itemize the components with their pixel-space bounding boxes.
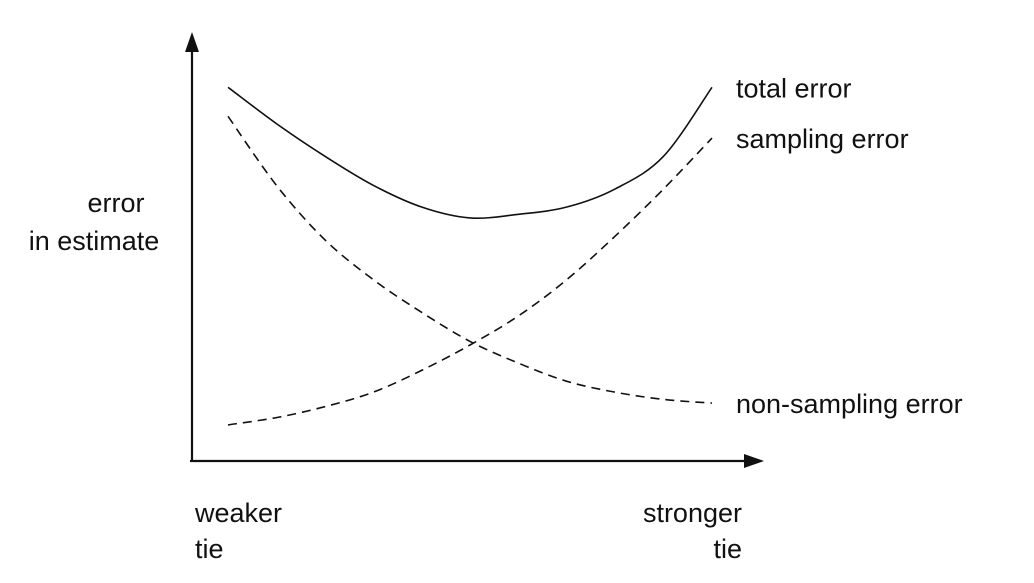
y-axis-arrow-icon [185, 32, 199, 52]
series-label-total-error: total error [736, 73, 852, 103]
y-axis-label-line-2: in estimate [29, 226, 160, 256]
series-label-sampling-error: sampling error [736, 124, 909, 154]
series-line-total-error [227, 86, 713, 219]
series-labels: total error sampling error non-sampling er… [736, 73, 963, 419]
x-axis-label-left-line-1: weaker [194, 498, 282, 528]
x-axis-label-right-line-1: stronger [643, 498, 742, 528]
series-label-non-sampling-error: non-sampling error [736, 389, 963, 419]
series-line-non-sampling-error [227, 115, 713, 404]
x-axis-arrow-icon [744, 454, 764, 468]
x-axis-label-right-line-2: tie [713, 534, 742, 564]
series-line-sampling-error [227, 137, 713, 426]
series-layer [227, 86, 713, 426]
x-axis-label-left-line-2: tie [195, 534, 224, 564]
y-axis-label-line-1: error [87, 188, 144, 218]
